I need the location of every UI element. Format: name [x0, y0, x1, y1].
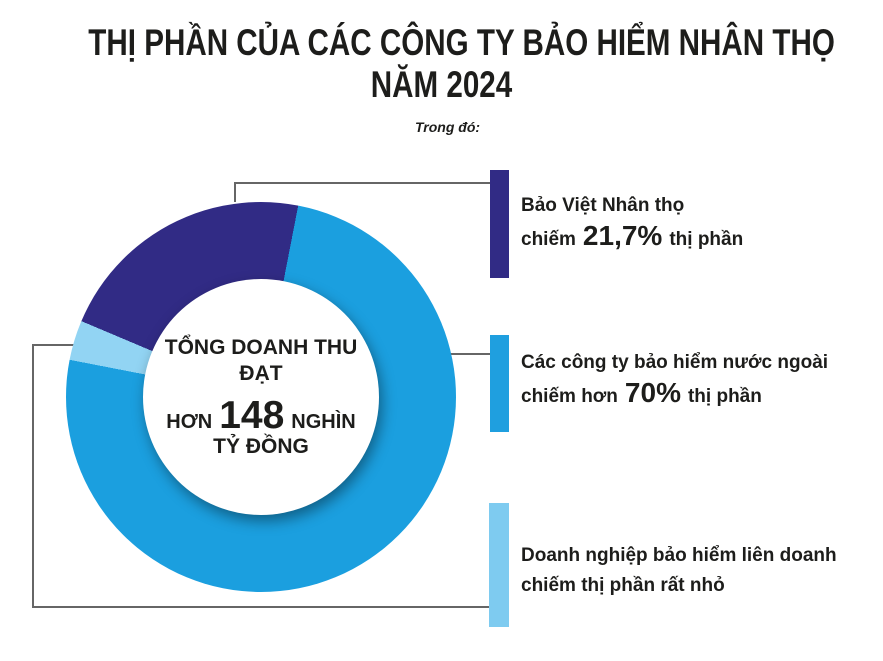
center-revenue-suffix: NGHÌN — [291, 410, 356, 433]
legend-label: Doanh nghiệp bảo hiểm liên doanh — [521, 545, 837, 566]
center-line-1: TỔNG DOANH THU — [164, 335, 358, 359]
callout-line-top-vertical — [234, 182, 236, 202]
legend-swatch-joint-venture — [489, 503, 509, 627]
legend-value-prefix: chiếm hơn — [521, 386, 618, 407]
legend-label: Các công ty bảo hiểm nước ngoài — [521, 352, 829, 373]
legend-value-prefix: chiếm thị phần rất nhỏ — [521, 575, 725, 596]
legend-swatch-foreign-companies — [490, 335, 509, 432]
legend-swatch-bao-viet — [490, 170, 509, 278]
chart-subtitle: Trong đó: — [414, 119, 481, 135]
center-line-4: TỶ ĐỒNG — [213, 434, 309, 458]
callout-line-top-horizontal — [234, 182, 490, 184]
legend-label: Bảo Việt Nhân thọ — [521, 195, 685, 216]
page-title: THỊ PHẦN CỦA CÁC CÔNG TY BẢO HIỂM NHÂN T… — [0, 22, 883, 106]
legend-item-joint-venture: Doanh nghiệp bảo hiểm liên doanh chiếm t… — [521, 541, 837, 602]
callout-line-middle — [450, 353, 490, 355]
donut-chart: TỔNG DOANH THU ĐẠT HƠN 148 NGHÌN TỶ ĐỒNG — [66, 202, 456, 592]
legend-value-number: 70% — [624, 377, 681, 408]
legend-value-suffix: thị phần — [687, 386, 762, 407]
title-line-2: NĂM 2024 — [370, 64, 513, 105]
legend-item-bao-viet: Bảo Việt Nhân thọ chiếm 21,7% thị phần — [521, 191, 743, 256]
center-line-2: ĐẠT — [239, 361, 283, 385]
legend-value-line: chiếm thị phần rất nhỏ — [521, 570, 837, 602]
center-revenue-prefix: HƠN — [166, 410, 213, 433]
donut-center-label: TỔNG DOANH THU ĐẠT HƠN 148 NGHÌN TỶ ĐỒNG — [143, 279, 379, 515]
callout-line-left-vertical — [32, 344, 34, 608]
legend-value-number: 21,7% — [582, 220, 663, 251]
legend-item-foreign-companies: Các công ty bảo hiểm nước ngoài chiếm hơ… — [521, 348, 828, 413]
center-line-3: HƠN 148 NGHÌN — [166, 393, 356, 437]
legend-value-line: chiếm 21,7% thị phần — [521, 220, 743, 256]
legend-value-line: chiếm hơn 70% thị phần — [521, 377, 828, 413]
legend-value-prefix: chiếm — [521, 229, 576, 250]
center-revenue-value: 148 — [219, 393, 285, 437]
legend-value-suffix: thị phần — [669, 229, 744, 250]
callout-line-bottom-horizontal — [32, 606, 490, 608]
title-line-1: THỊ PHẦN CỦA CÁC CÔNG TY BẢO HIỂM NHÂN T… — [88, 22, 835, 63]
callout-line-left-horizontal — [32, 344, 76, 346]
